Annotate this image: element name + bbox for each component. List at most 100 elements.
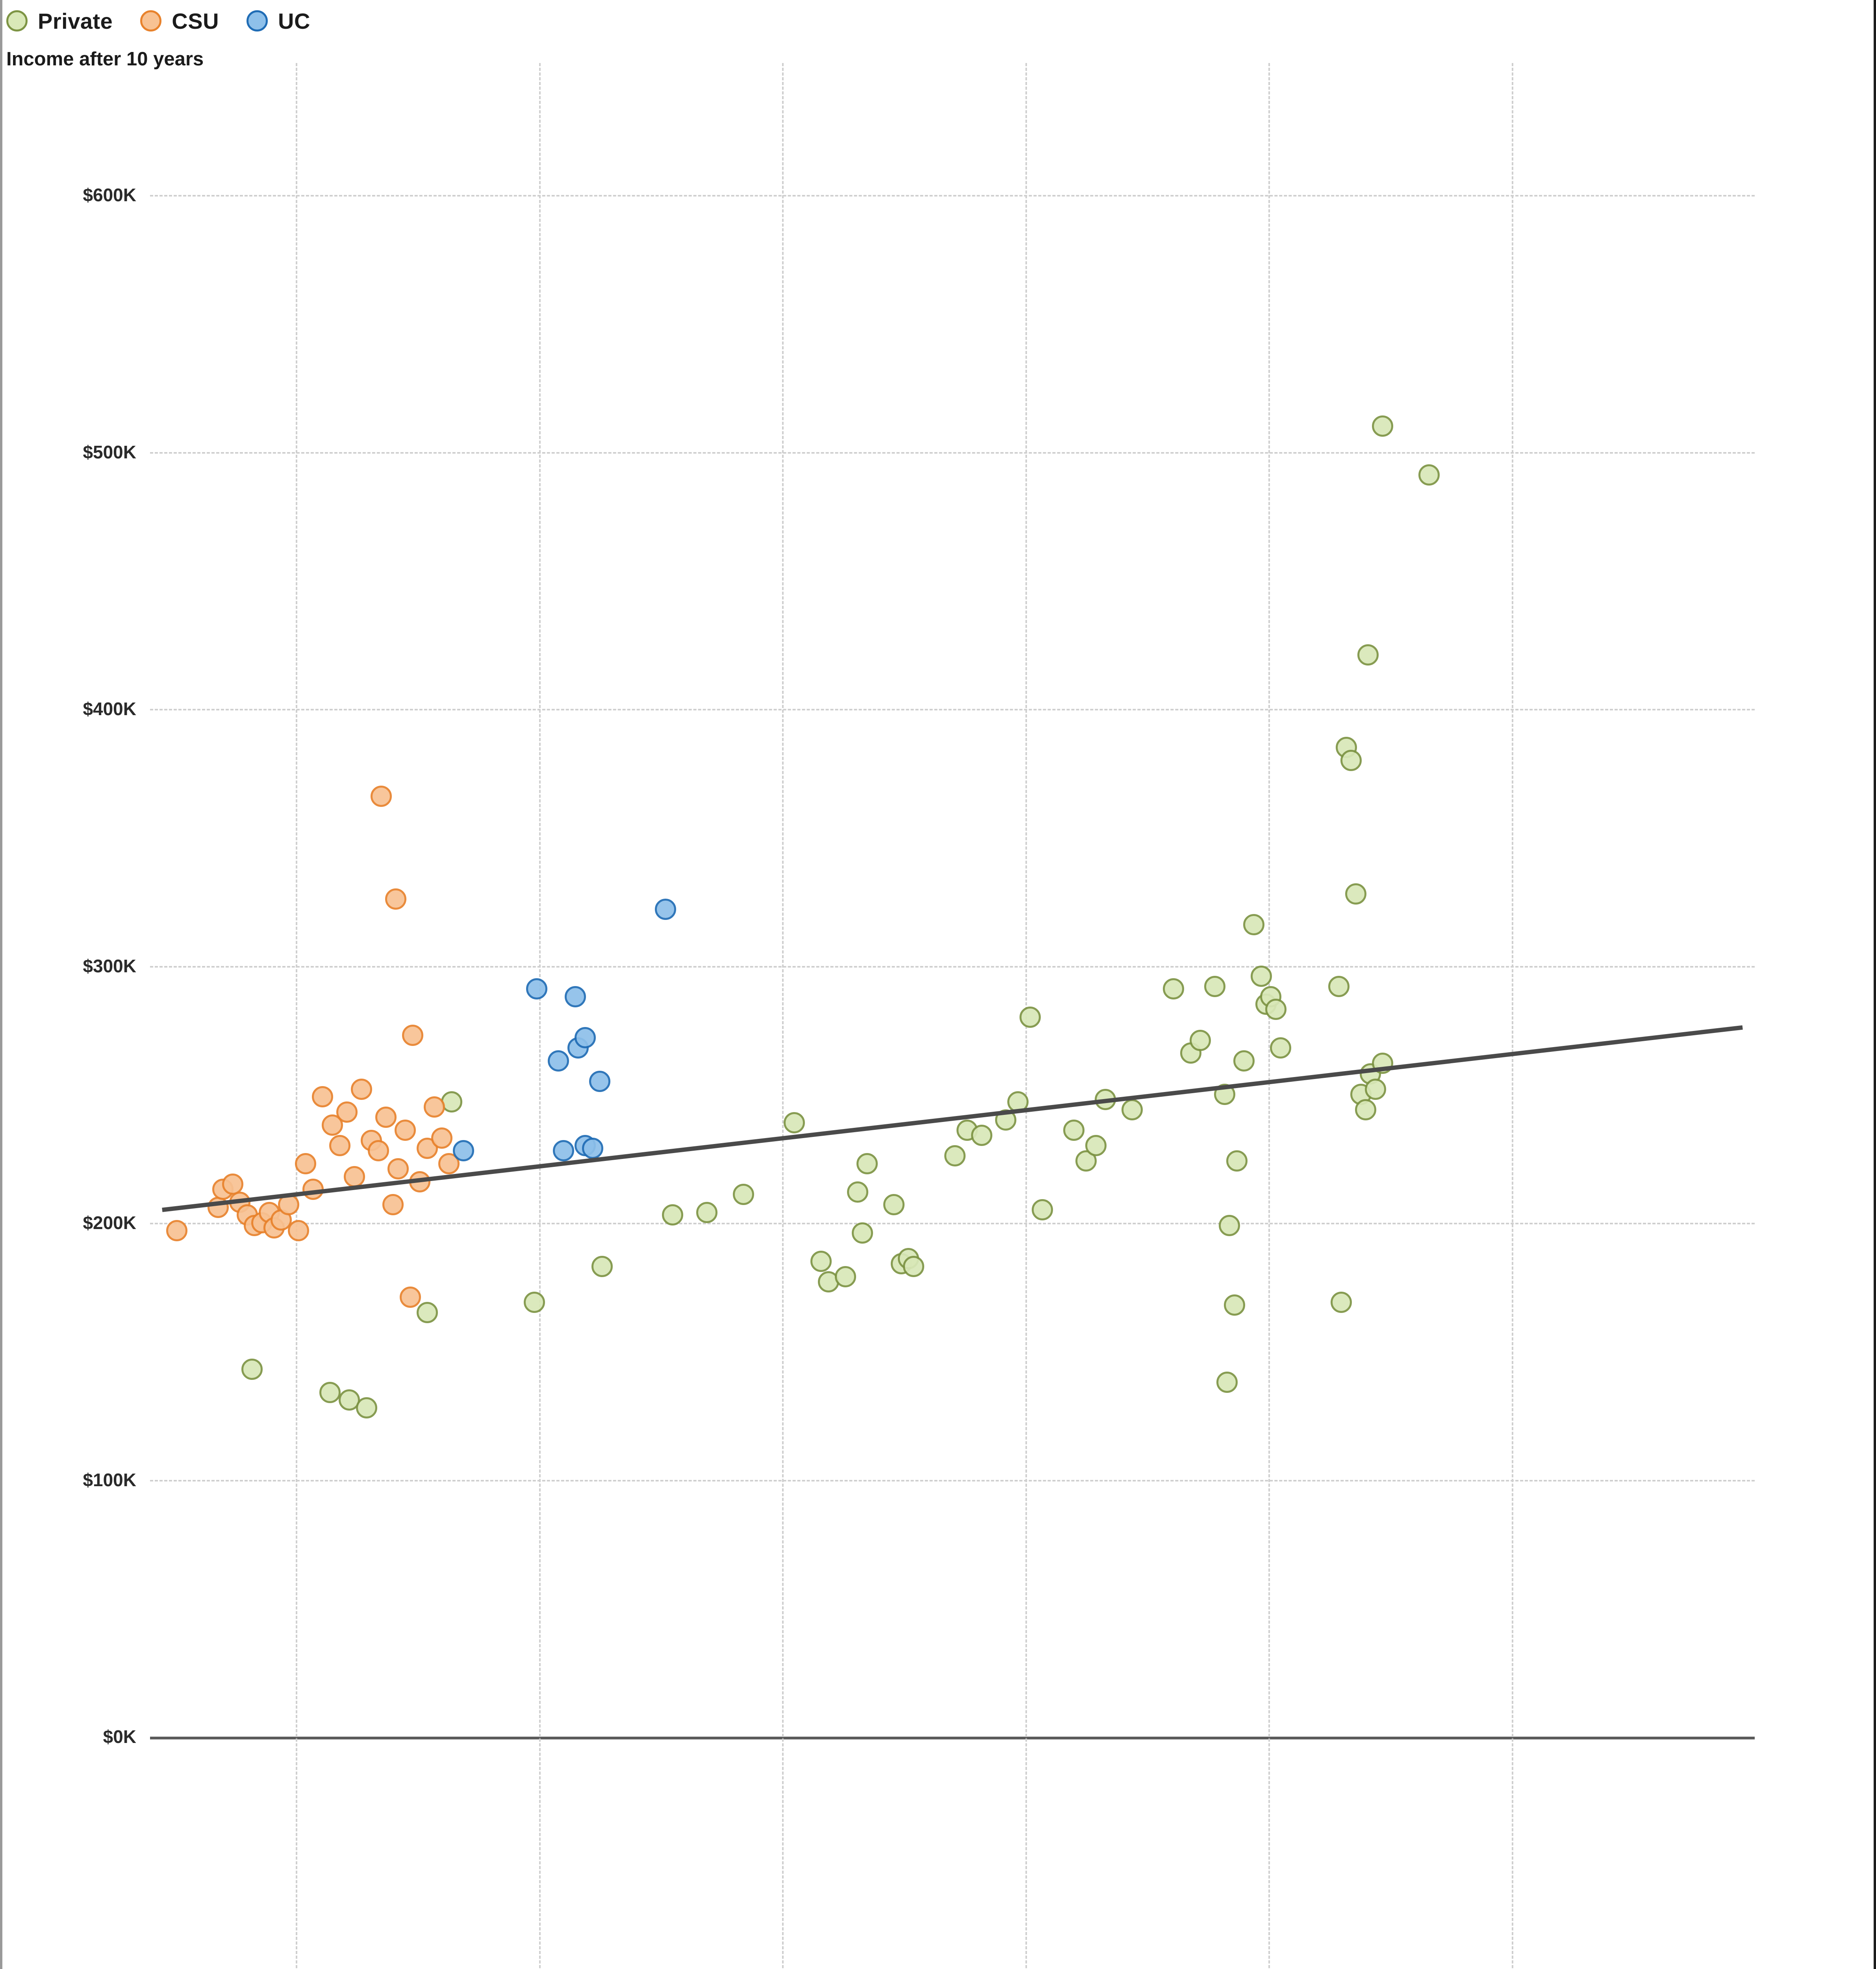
scatter-point[interactable] bbox=[402, 1024, 423, 1046]
scatter-point[interactable] bbox=[1020, 1007, 1041, 1028]
scatter-point[interactable] bbox=[1243, 914, 1265, 936]
scatter-point[interactable] bbox=[1331, 1292, 1352, 1313]
scatter-point[interactable] bbox=[370, 785, 392, 807]
scatter-point[interactable] bbox=[582, 1137, 603, 1159]
scatter-point[interactable] bbox=[1007, 1091, 1029, 1113]
legend-item-private[interactable]: Private bbox=[6, 8, 113, 34]
scatter-point[interactable] bbox=[241, 1358, 263, 1380]
scatter-point[interactable] bbox=[1345, 883, 1367, 905]
scatter-point[interactable] bbox=[1214, 1083, 1235, 1105]
scatter-point[interactable] bbox=[431, 1127, 452, 1149]
scatter-point[interactable] bbox=[278, 1194, 299, 1216]
scatter-point[interactable] bbox=[295, 1153, 317, 1174]
scatter-point[interactable] bbox=[1418, 464, 1440, 486]
scatter-point[interactable] bbox=[375, 1107, 397, 1128]
scatter-point[interactable] bbox=[995, 1109, 1017, 1131]
vertical-gridline bbox=[296, 63, 298, 1969]
scatter-point[interactable] bbox=[903, 1255, 924, 1277]
legend-label-private: Private bbox=[38, 8, 113, 33]
scatter-point[interactable] bbox=[287, 1220, 309, 1241]
scatter-point[interactable] bbox=[732, 1184, 754, 1205]
scatter-point[interactable] bbox=[852, 1222, 873, 1244]
scatter-point[interactable] bbox=[1031, 1199, 1053, 1221]
scatter-point[interactable] bbox=[409, 1171, 431, 1192]
scatter-point[interactable] bbox=[1270, 1037, 1292, 1059]
y-axis-tick-label: $300K bbox=[83, 955, 136, 976]
y-axis-tick-label: $600K bbox=[83, 185, 136, 205]
scatter-point[interactable] bbox=[368, 1140, 389, 1162]
scatter-point[interactable] bbox=[312, 1086, 334, 1108]
scatter-point[interactable] bbox=[883, 1194, 905, 1216]
x-axis-baseline bbox=[150, 1737, 1755, 1739]
scatter-point[interactable] bbox=[810, 1250, 832, 1272]
scatter-point[interactable] bbox=[1226, 1150, 1248, 1172]
horizontal-gridline bbox=[150, 1480, 1755, 1481]
scatter-point[interactable] bbox=[1340, 749, 1362, 771]
scatter-point[interactable] bbox=[1265, 999, 1287, 1020]
scatter-point[interactable] bbox=[319, 1381, 341, 1403]
scatter-point[interactable] bbox=[207, 1196, 229, 1218]
y-axis-title: Income after 10 years bbox=[6, 48, 204, 70]
scatter-point[interactable] bbox=[523, 1292, 545, 1313]
scatter-point[interactable] bbox=[1219, 1214, 1240, 1236]
scatter-point[interactable] bbox=[526, 978, 547, 1000]
scatter-point[interactable] bbox=[395, 1120, 416, 1141]
scatter-point[interactable] bbox=[856, 1153, 878, 1174]
scatter-point[interactable] bbox=[453, 1140, 475, 1162]
scatter-point[interactable] bbox=[1204, 975, 1226, 997]
scatter-point[interactable] bbox=[343, 1166, 365, 1187]
scatter-point[interactable] bbox=[1085, 1135, 1107, 1157]
legend-item-csu[interactable]: CSU bbox=[140, 8, 219, 34]
scatter-point[interactable] bbox=[1357, 644, 1379, 666]
y-axis-tick-label: $0K bbox=[103, 1726, 136, 1747]
scatter-point[interactable] bbox=[589, 1071, 611, 1092]
vertical-gridline bbox=[539, 63, 541, 1969]
scatter-point[interactable] bbox=[166, 1220, 187, 1241]
scatter-point[interactable] bbox=[424, 1096, 445, 1118]
scatter-point[interactable] bbox=[329, 1135, 350, 1157]
scatter-point[interactable] bbox=[351, 1078, 373, 1100]
scatter-point[interactable] bbox=[1250, 965, 1272, 987]
scatter-point[interactable] bbox=[1216, 1371, 1238, 1393]
scatter-point[interactable] bbox=[1122, 1099, 1143, 1120]
scatter-point[interactable] bbox=[847, 1181, 868, 1203]
scatter-point[interactable] bbox=[1364, 1078, 1386, 1100]
y-axis-tick-label: $400K bbox=[83, 699, 136, 719]
chart-legend: Private CSU UC bbox=[6, 3, 338, 39]
scatter-point[interactable] bbox=[399, 1287, 421, 1308]
scatter-point[interactable] bbox=[565, 986, 586, 1007]
scatter-point[interactable] bbox=[1223, 1294, 1245, 1316]
scatter-point[interactable] bbox=[1233, 1050, 1255, 1072]
scatter-point[interactable] bbox=[336, 1101, 358, 1123]
legend-label-uc: UC bbox=[278, 8, 310, 33]
scatter-point[interactable] bbox=[356, 1397, 377, 1418]
scatter-point[interactable] bbox=[944, 1145, 966, 1167]
scatter-point[interactable] bbox=[575, 1027, 596, 1049]
scatter-point[interactable] bbox=[385, 888, 406, 910]
scatter-point[interactable] bbox=[1372, 415, 1394, 437]
scatter-point[interactable] bbox=[662, 1204, 684, 1226]
scatter-point[interactable] bbox=[591, 1255, 613, 1277]
y-axis-tick-label: $500K bbox=[83, 441, 136, 462]
scatter-point[interactable] bbox=[387, 1158, 409, 1179]
scatter-point[interactable] bbox=[1328, 975, 1350, 997]
scatter-point[interactable] bbox=[1355, 1099, 1377, 1120]
csu-marker-icon bbox=[140, 10, 162, 32]
scatter-point[interactable] bbox=[834, 1266, 856, 1288]
scatter-point[interactable] bbox=[416, 1302, 438, 1324]
legend-item-uc[interactable]: UC bbox=[247, 8, 310, 34]
scatter-point[interactable] bbox=[382, 1194, 404, 1216]
scatter-point[interactable] bbox=[1372, 1053, 1394, 1074]
scatter-point[interactable] bbox=[1190, 1029, 1211, 1051]
scatter-point[interactable] bbox=[302, 1179, 324, 1200]
scatter-point[interactable] bbox=[696, 1201, 717, 1223]
scatter-point[interactable] bbox=[548, 1050, 569, 1072]
scatter-point[interactable] bbox=[552, 1140, 574, 1162]
scatter-point[interactable] bbox=[1163, 978, 1185, 1000]
scatter-point[interactable] bbox=[1063, 1120, 1085, 1141]
scatter-point[interactable] bbox=[1095, 1088, 1116, 1110]
scatter-point[interactable] bbox=[654, 898, 676, 920]
scatter-point[interactable] bbox=[971, 1125, 992, 1146]
scatter-point[interactable] bbox=[784, 1112, 805, 1133]
